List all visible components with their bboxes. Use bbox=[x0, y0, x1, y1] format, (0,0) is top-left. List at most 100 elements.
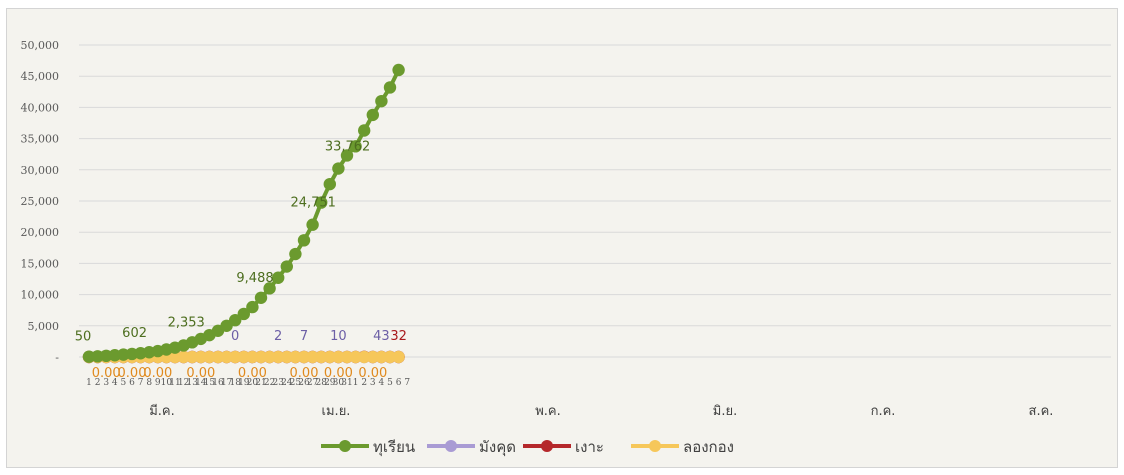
legend-marker bbox=[541, 440, 553, 452]
data-point bbox=[263, 350, 276, 364]
data-point bbox=[237, 307, 250, 321]
data-point bbox=[272, 271, 285, 284]
data-point bbox=[246, 300, 259, 314]
x-day-label: 14 bbox=[195, 378, 207, 388]
x-day-label: 2 bbox=[95, 378, 101, 388]
legend: ทุเรียน มังคุด เงาะ ลองกอง bbox=[321, 438, 734, 457]
x-axis-day-ticks: 1 2 3 4 5 6 7 8 9 1011121314151617181920212223242… bbox=[86, 378, 410, 388]
data-label: 43 bbox=[373, 329, 390, 344]
x-day-label: 19 bbox=[238, 378, 250, 388]
data-point bbox=[220, 350, 233, 364]
y-tick-label: 10,000 bbox=[21, 289, 60, 302]
data-point bbox=[392, 350, 405, 364]
month-label: ก.ค. bbox=[871, 404, 896, 419]
data-point bbox=[246, 350, 259, 364]
data-point bbox=[263, 282, 276, 295]
data-point bbox=[229, 313, 242, 327]
data-point bbox=[340, 350, 354, 364]
data-point bbox=[366, 350, 379, 364]
x-day-label: 1 bbox=[86, 378, 92, 388]
data-point bbox=[289, 247, 302, 261]
data-label: 50 bbox=[75, 330, 92, 345]
data-label: 9,488 bbox=[236, 271, 273, 286]
data-label: 2,353 bbox=[168, 315, 205, 330]
y-tick-label: 25,000 bbox=[21, 195, 60, 208]
data-point bbox=[358, 350, 371, 364]
legend-marker bbox=[339, 440, 351, 452]
data-point bbox=[254, 350, 268, 364]
x-day-label: 17 bbox=[221, 378, 233, 388]
x-day-label: 5 bbox=[387, 378, 393, 388]
series-1 bbox=[82, 63, 405, 363]
data-label: 32 bbox=[390, 329, 407, 344]
x-day-label: 31 bbox=[341, 378, 352, 388]
data-label: 7 bbox=[300, 329, 308, 344]
data-label: 0.00 bbox=[358, 366, 387, 381]
data-label: 0.00 bbox=[118, 366, 147, 381]
month-label: ส.ค. bbox=[1029, 404, 1054, 419]
x-day-label: 15 bbox=[204, 378, 216, 388]
month-label: มิ.ย. bbox=[713, 404, 737, 419]
x-day-label: 26 bbox=[298, 378, 310, 388]
x-day-label: 25 bbox=[290, 378, 302, 388]
x-day-label: 30 bbox=[333, 378, 345, 388]
y-tick-label: 50,000 bbox=[21, 39, 60, 52]
data-label: 24,751 bbox=[290, 196, 336, 211]
x-day-label: 6 bbox=[396, 378, 402, 388]
data-label: 0.00 bbox=[238, 366, 267, 381]
x-day-label: 22 bbox=[264, 378, 275, 388]
legend-item: ลองกอง bbox=[631, 438, 734, 456]
data-point bbox=[349, 350, 362, 364]
legend-item: ทุเรียน bbox=[321, 438, 415, 457]
data-label: 33,762 bbox=[325, 139, 371, 154]
data-label: 0.00 bbox=[324, 366, 353, 381]
data-point bbox=[280, 350, 293, 364]
x-day-label: 16 bbox=[212, 378, 224, 388]
data-point bbox=[194, 350, 207, 364]
y-axis-ticks: - 5,000 10,000 15,000 20,000 25,000 30,000 35,0… bbox=[21, 39, 60, 364]
data-point bbox=[289, 350, 302, 364]
data-point bbox=[323, 350, 336, 364]
x-day-label: 24 bbox=[281, 378, 293, 388]
x-day-label: 6 bbox=[129, 378, 135, 388]
data-label: 10 bbox=[330, 329, 347, 344]
x-day-label: 7 bbox=[138, 378, 144, 388]
data-point bbox=[392, 63, 405, 77]
month-label: มี.ค. bbox=[149, 403, 175, 419]
legend-label: ทุเรียน bbox=[373, 438, 415, 457]
data-point bbox=[315, 196, 328, 209]
y-tick-label: 15,000 bbox=[21, 257, 60, 270]
y-tick-label: 40,000 bbox=[21, 101, 60, 114]
data-point bbox=[177, 350, 190, 364]
data-point bbox=[358, 124, 371, 137]
data-point bbox=[211, 350, 225, 364]
legend-label: เงาะ bbox=[575, 438, 604, 456]
gridlines bbox=[79, 44, 1111, 358]
data-point bbox=[306, 350, 319, 364]
series-4 bbox=[82, 350, 405, 364]
data-point bbox=[383, 350, 397, 364]
x-day-label: 8 bbox=[146, 378, 152, 388]
x-axis-month-labels: มี.ค. เม.ย. พ.ค. มิ.ย. ก.ค. ส.ค. bbox=[149, 403, 1053, 419]
x-day-label: 7 bbox=[404, 378, 410, 388]
data-point bbox=[186, 350, 199, 364]
data-point bbox=[332, 350, 345, 364]
x-day-label: 21 bbox=[255, 378, 266, 388]
x-day-label: 12 bbox=[178, 378, 189, 388]
x-day-label: 29 bbox=[324, 378, 336, 388]
data-point bbox=[254, 291, 268, 304]
legend-marker bbox=[445, 440, 457, 452]
data-point bbox=[280, 260, 293, 273]
x-day-label: 4 bbox=[112, 378, 118, 388]
data-point bbox=[323, 177, 336, 191]
legend-item: มังคุด bbox=[427, 438, 516, 457]
line-chart: - 5,000 10,000 15,000 20,000 25,000 30,000 35,0… bbox=[21, 39, 1111, 457]
legend-label: มังคุด bbox=[479, 438, 516, 457]
data-point bbox=[229, 350, 242, 364]
data-labels: 50 602 2,353 9,488 24,751 33,762 0 2 7 10 43 32 0.00… bbox=[75, 139, 407, 381]
month-label: พ.ค. bbox=[535, 404, 561, 419]
data-point bbox=[349, 140, 362, 153]
y-tick-label: 35,000 bbox=[21, 133, 60, 146]
data-point bbox=[366, 108, 379, 122]
data-point bbox=[375, 350, 388, 364]
